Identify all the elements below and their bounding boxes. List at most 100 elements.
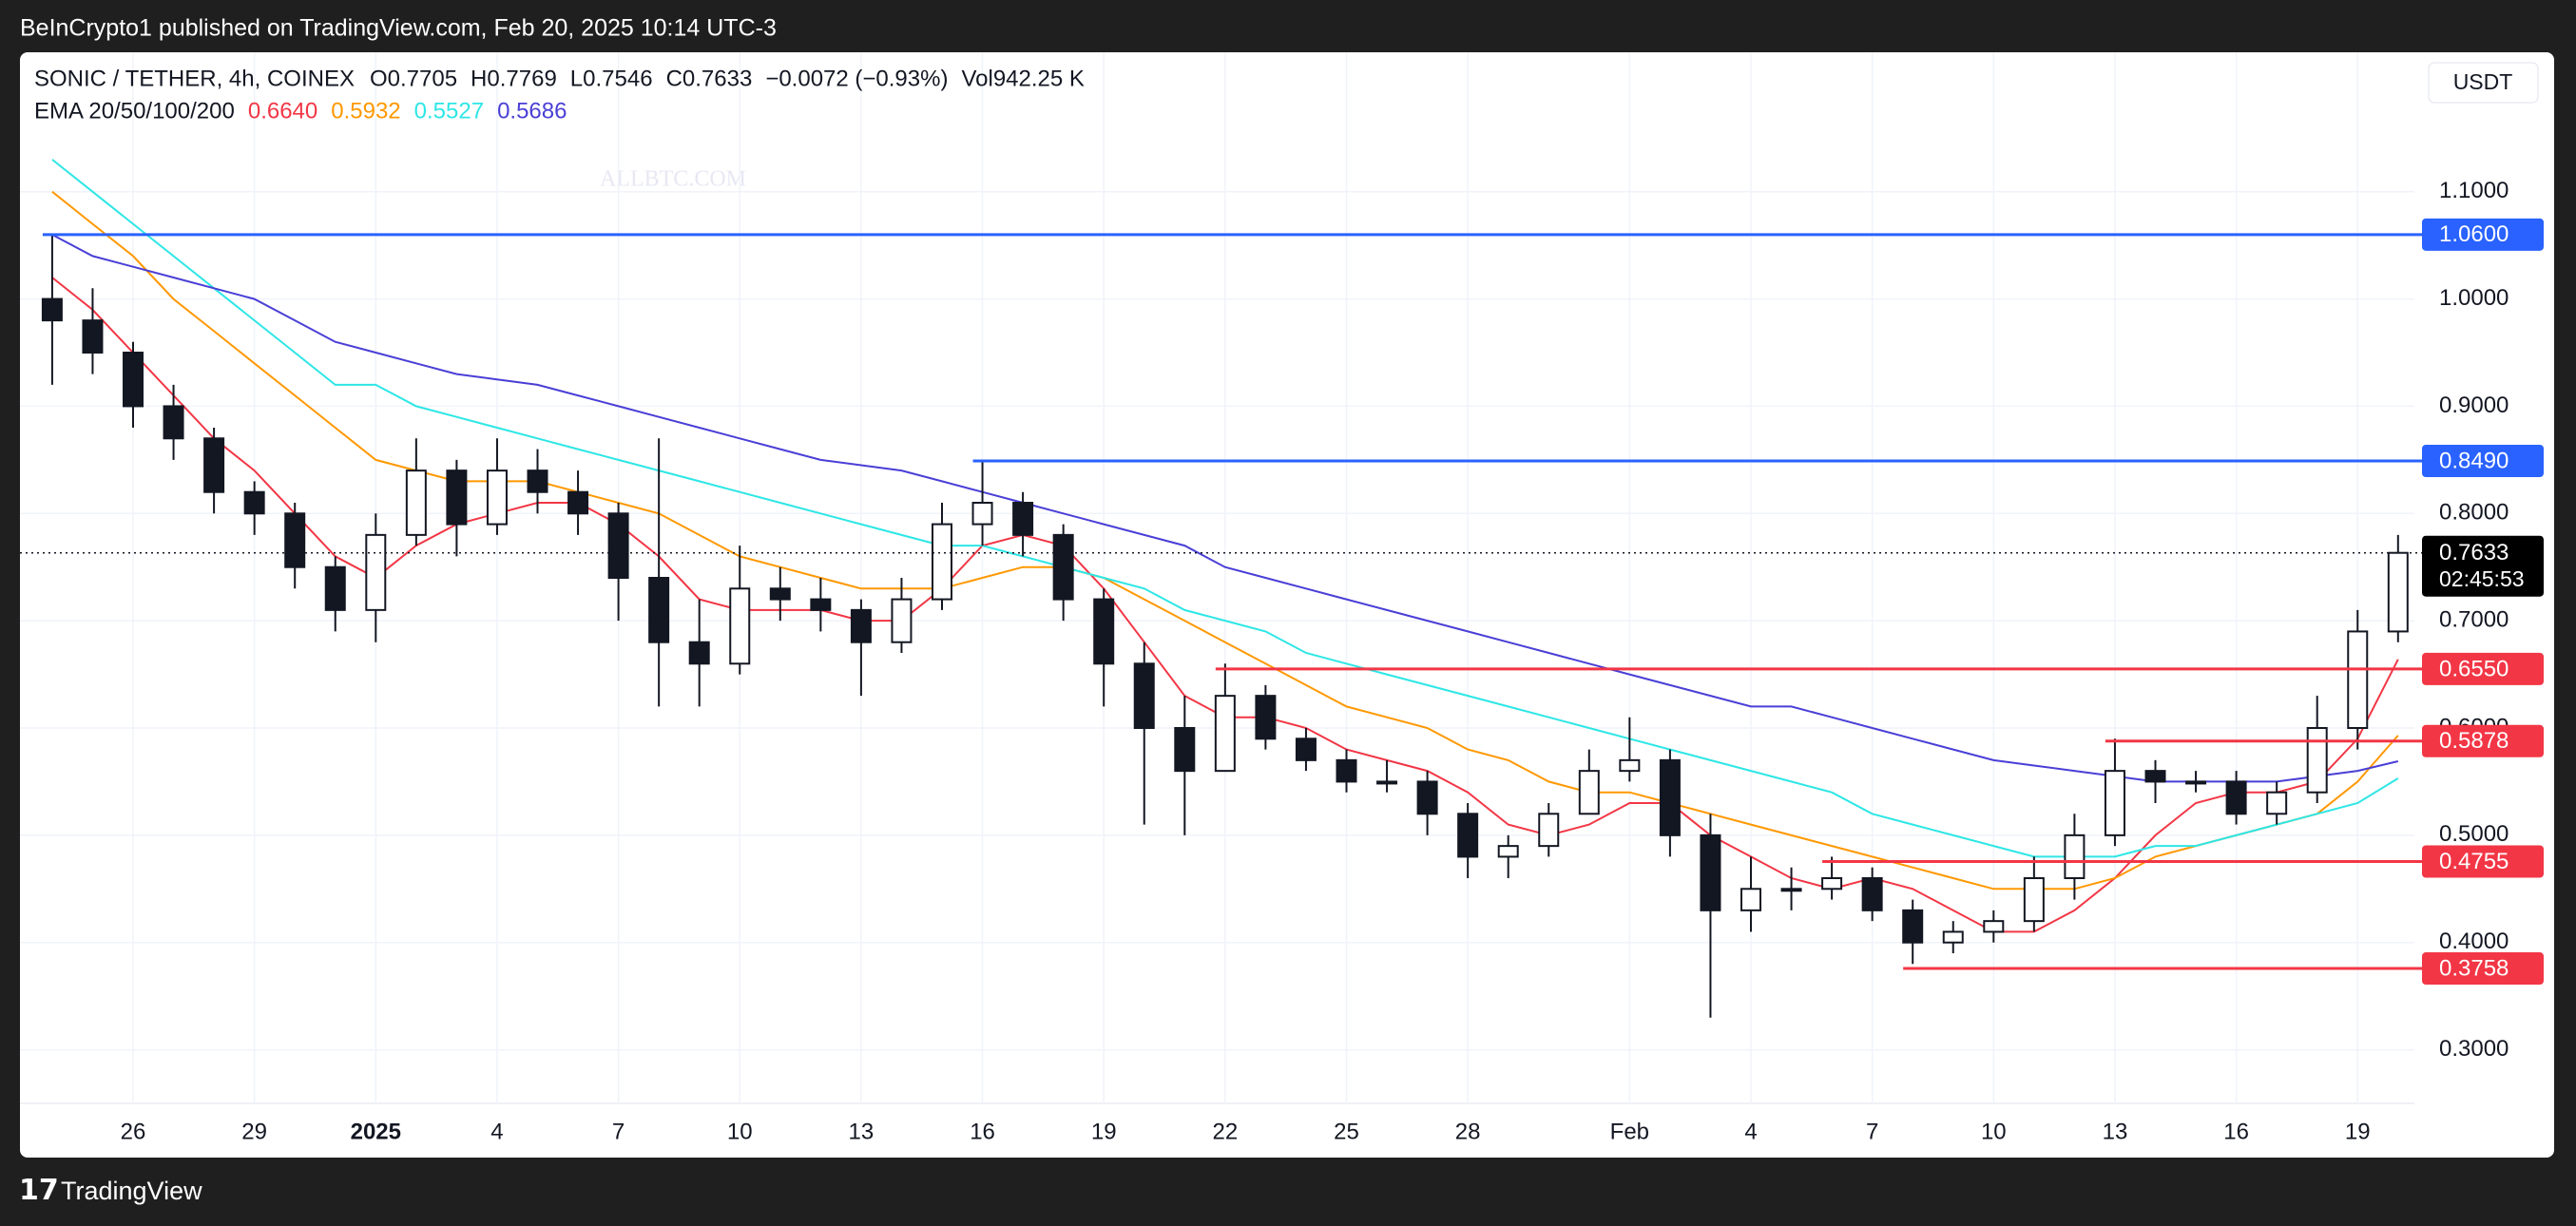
level-label-box [2422,845,2544,878]
level-label-box [2422,444,2544,477]
ema-line [51,159,2399,858]
candle-body [446,469,468,526]
currency-button[interactable] [2428,62,2539,104]
candle [1619,717,1641,782]
candle [2064,814,2086,900]
candle [850,599,872,697]
candle [243,481,265,535]
candle-body [1942,930,1964,944]
candle [284,503,306,589]
chart-panel [20,52,2554,1158]
candle [1780,867,1802,910]
x-tick-label: 4 [490,1119,503,1144]
x-tick-label: 25 [1334,1119,1359,1144]
x-tick-label: Feb [1610,1119,1649,1144]
indicator-name: EMA 20/50/100/200 [34,98,235,124]
y-tick-label: 0.4000 [2439,929,2509,954]
last-price-label: 0.7633 [2439,540,2509,565]
candle [2144,759,2166,803]
candle [41,234,63,385]
ohlc-value: H0.7769 [471,66,557,91]
level-label: 0.4755 [2439,849,2509,874]
candle-body [891,598,913,643]
x-tick-label: 28 [1455,1119,1481,1144]
candle [729,546,751,675]
candle-body [810,598,832,611]
candle [1052,524,1074,622]
candle-body [1255,695,1277,740]
currency[interactable]: USDT [2453,69,2513,94]
candle-body [486,469,508,526]
candle-body [2225,780,2247,815]
symbol: SONIC / TETHER, 4h, COINEX [34,66,355,91]
candle [2225,771,2247,825]
y-tick-label: 0.3000 [2439,1036,2509,1062]
candle [932,503,952,610]
watermark: ALLBTC.COM [600,167,746,192]
x-tick-label: 7 [612,1119,625,1144]
candle [1700,814,1721,1018]
candle-body [1376,780,1398,785]
logo-mark: 𝟭𝟳 [19,1175,59,1206]
level-label-box [2422,652,2544,685]
candle-body [1619,758,1641,773]
candle [1821,856,1843,900]
x-tick-label: 29 [241,1119,267,1144]
price-axis: 0.30000.40000.50000.60000.70000.80000.90… [2422,178,2544,1062]
candle [324,556,346,632]
footer-brand: TradingView [61,1177,202,1205]
candle-body [850,608,872,643]
candle [1902,899,1924,965]
indicator-value: 0.5686 [497,98,567,124]
candle-body [607,512,629,579]
ohlc-value: L0.7546 [570,66,653,91]
x-tick-label: 7 [1866,1119,1878,1144]
y-tick-label: 0.5000 [2439,821,2509,847]
candle-body [1214,695,1236,773]
footer-logo: 𝟭𝟳 [19,1175,59,1206]
candle [123,341,144,428]
candle-body [2266,791,2288,815]
x-tick-label: 22 [1212,1119,1238,1144]
candle-body [1538,813,1560,848]
level-label: 0.3758 [2439,955,2509,981]
level-label: 0.5878 [2439,728,2509,754]
candle-body [2023,877,2045,923]
x-tick-label: 16 [970,1119,995,1144]
candle [1093,588,1115,707]
candle [1659,749,1681,857]
candle [365,513,387,642]
ema-line [51,190,2399,891]
candle [1012,491,1034,557]
candle-body [729,587,751,665]
candle-body [2104,770,2125,836]
candle-body [2064,833,2086,879]
candle [486,438,508,535]
y-tick-label: 0.9000 [2439,393,2509,418]
x-tick-label: 10 [1981,1119,2007,1144]
candle [163,384,184,460]
candle-body [243,490,265,515]
ema-line [51,234,2399,783]
candle-body [2387,551,2409,633]
level-label: 0.8490 [2439,448,2509,473]
x-tick-label: 10 [727,1119,753,1144]
candle [1336,749,1357,793]
candle [688,599,710,707]
candle [1416,771,1438,835]
y-tick-label: 1.1000 [2439,178,2509,203]
candle-body [365,533,387,611]
candle-body [163,405,184,440]
candle [891,578,913,653]
candle-body [324,565,346,611]
x-tick-label: 13 [849,1119,875,1144]
candle [1861,867,1883,922]
candle-body [41,297,63,322]
candle-body [2144,770,2166,783]
candle [405,438,427,546]
candle-body [1861,877,1883,911]
candle [1376,759,1398,793]
ohlc-value: O0.7705 [370,66,457,91]
indicator-value: 0.6640 [248,98,317,124]
